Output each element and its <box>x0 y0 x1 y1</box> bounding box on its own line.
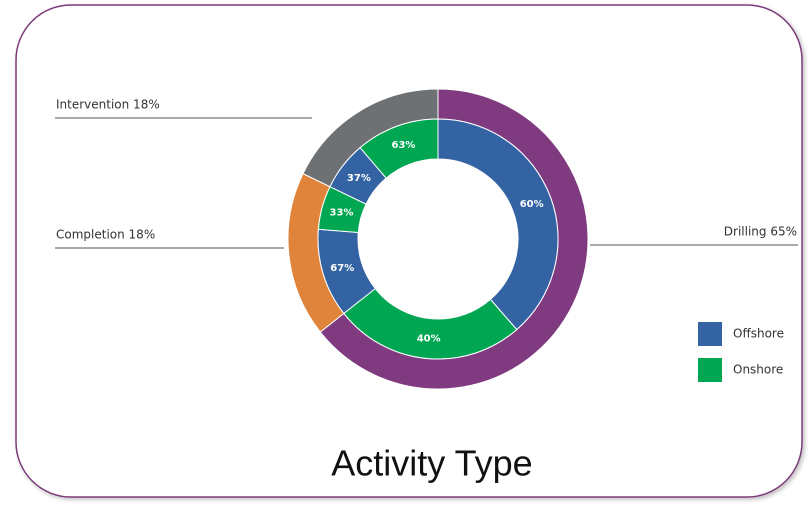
legend-label: Offshore <box>733 327 784 341</box>
legend-label: Onshore <box>733 363 783 377</box>
inner-label: 33% <box>330 208 354 219</box>
legend-swatch <box>698 358 722 382</box>
inner-label: 63% <box>391 140 415 151</box>
inner-slice <box>359 118 439 179</box>
inner-label: 67% <box>330 263 354 274</box>
chart-title: Activity Type <box>331 443 532 484</box>
inner-label: 40% <box>417 334 441 345</box>
legend-swatch <box>698 322 722 346</box>
category-label: Completion 18% <box>56 228 155 242</box>
category-label: Drilling 65% <box>724 225 797 239</box>
category-label: Intervention 18% <box>56 98 160 112</box>
inner-label: 37% <box>347 173 371 184</box>
inner-label: 60% <box>520 199 544 210</box>
inner-slice <box>437 118 559 331</box>
frame <box>15 4 803 498</box>
